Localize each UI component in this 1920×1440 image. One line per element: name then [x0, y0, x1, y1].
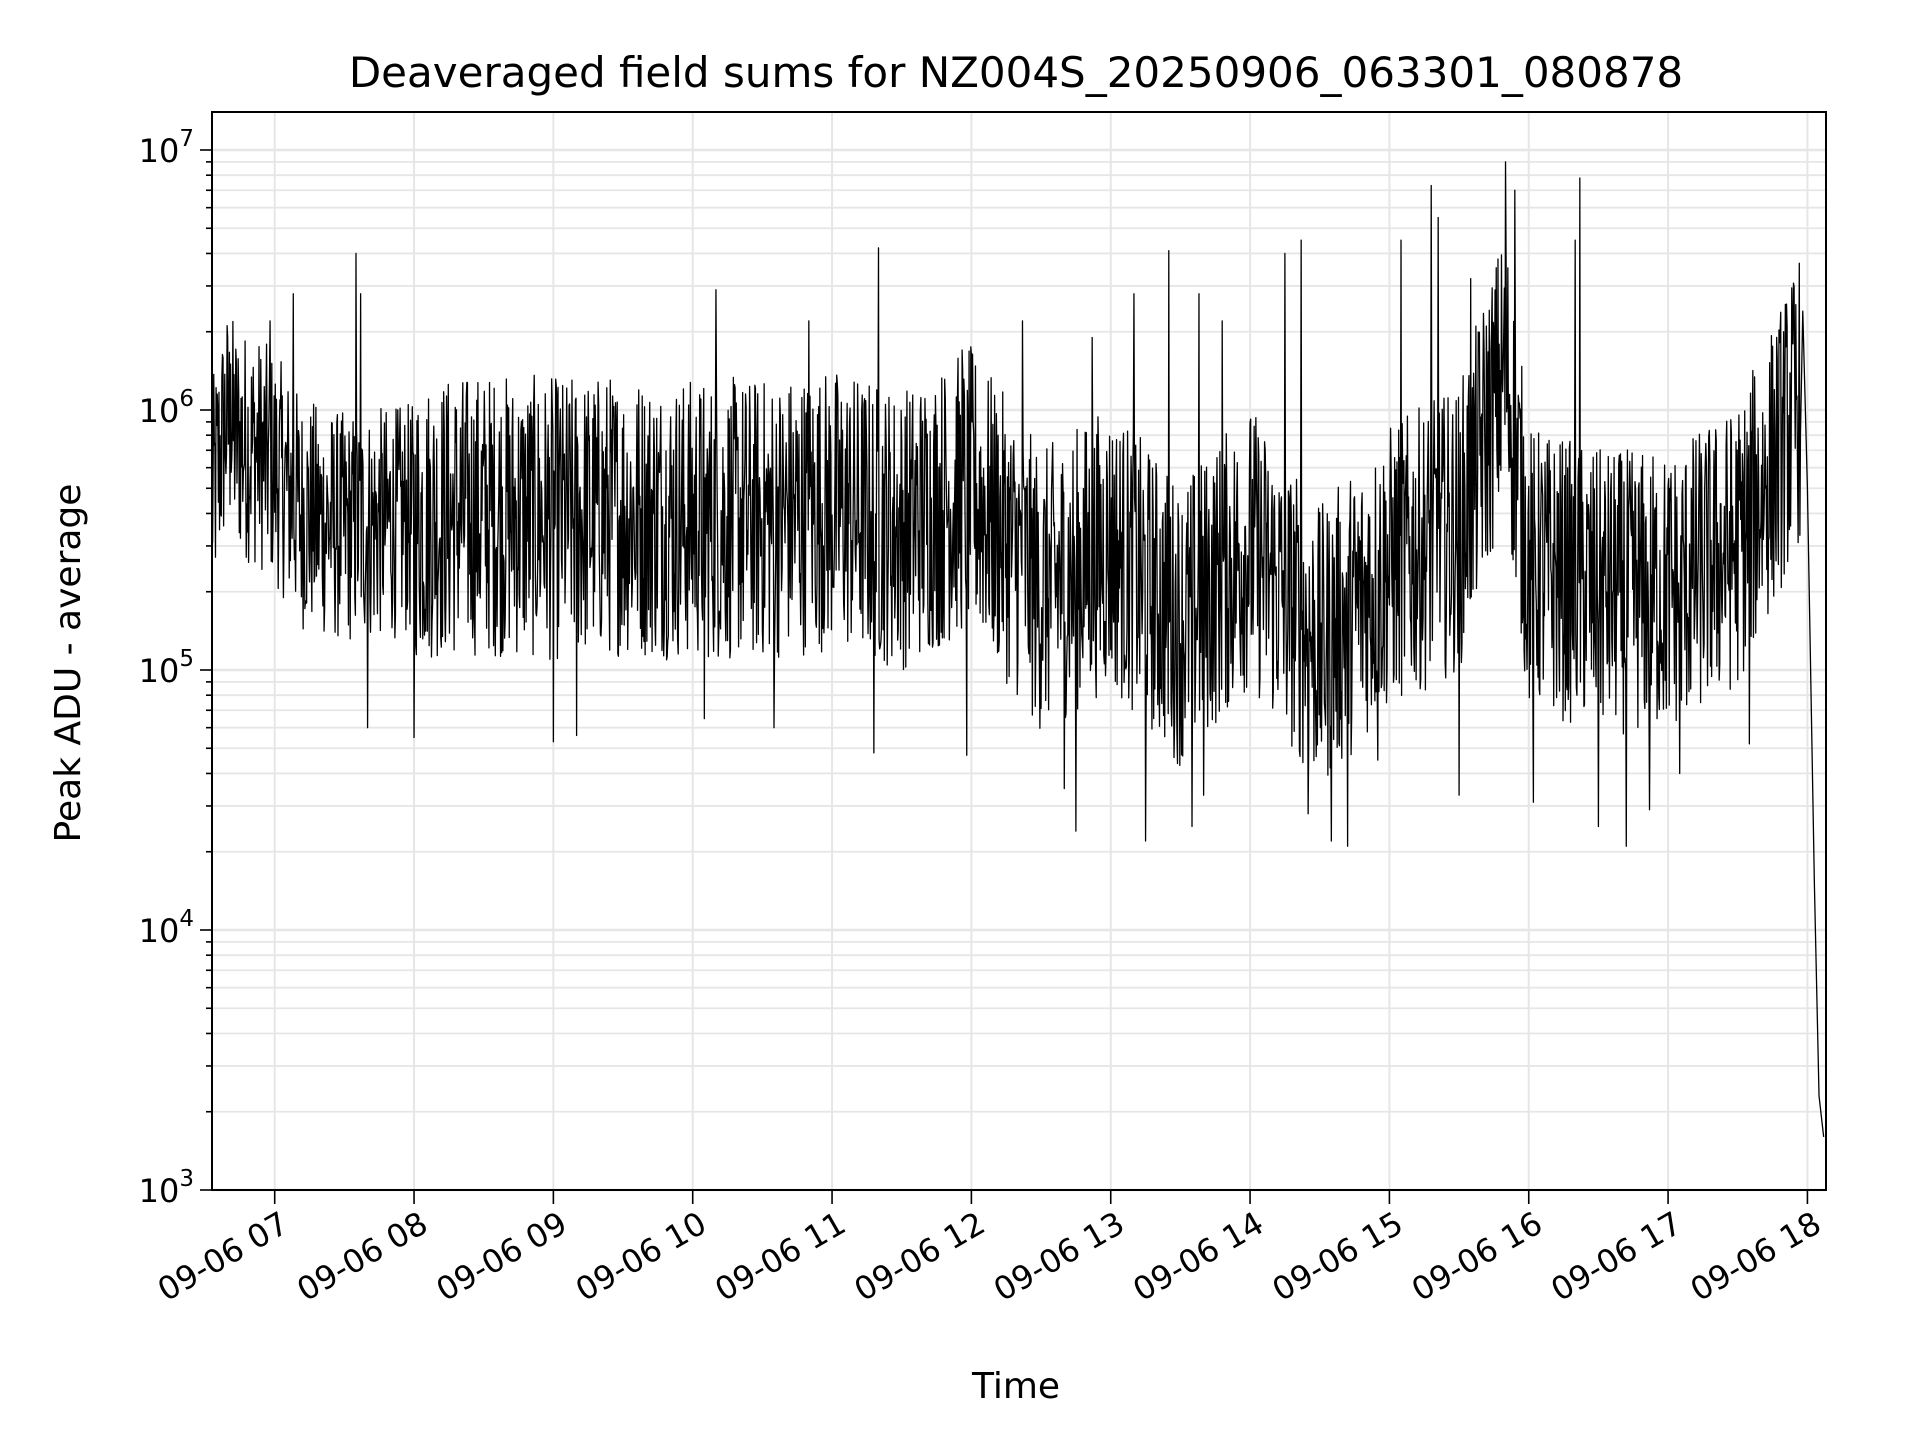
series-line [211, 161, 1825, 1138]
y-tick-label: 104 [139, 906, 194, 950]
y-axis: 103 104 105 106 107 [139, 126, 212, 1210]
chart-title: Deaveraged field sums for NZ004S_2025090… [349, 48, 1683, 97]
y-tick-label: 106 [139, 386, 194, 430]
y-tick-label: 105 [139, 646, 194, 690]
series-layer [211, 161, 1825, 1138]
y-tick-label: 103 [139, 1166, 194, 1210]
x-axis-label: Time [971, 1366, 1060, 1407]
y-axis-label: Peak ADU - average [48, 484, 89, 843]
y-tick-label: 107 [139, 126, 194, 170]
plot-frame [211, 111, 1827, 1191]
